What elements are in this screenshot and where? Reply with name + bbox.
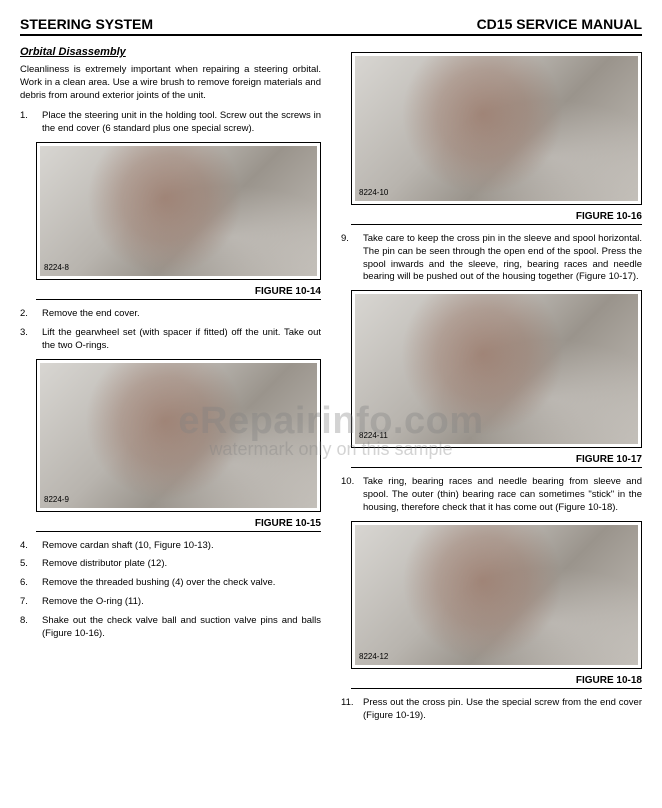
step-list-right-c: 11. Press out the cross pin. Use the spe… <box>341 697 642 723</box>
figure-box-16: 8224-10 <box>351 52 642 205</box>
photo-id-label: 8224-12 <box>359 652 388 661</box>
step-list-left-c: 4. Remove cardan shaft (10, Figure 10-13… <box>20 540 321 641</box>
figure-photo-16: 8224-10 <box>355 56 638 201</box>
step-text: Take care to keep the cross pin in the s… <box>363 233 642 284</box>
step-number: 11. <box>341 697 355 723</box>
step-text: Lift the gearwheel set (with spacer if f… <box>42 327 321 353</box>
step-item: 11. Press out the cross pin. Use the spe… <box>341 697 642 723</box>
step-text: Remove cardan shaft (10, Figure 10-13). <box>42 540 214 553</box>
step-list-left-b: 2. Remove the end cover. 3. Lift the gea… <box>20 308 321 352</box>
step-item: 5. Remove distributor plate (12). <box>20 558 321 571</box>
figure-box-14: 8224-8 <box>36 142 321 280</box>
figure-caption-16: FIGURE 10-16 <box>351 209 642 225</box>
figure-caption-18: FIGURE 10-18 <box>351 673 642 689</box>
figure-box-17: 8224-11 <box>351 290 642 448</box>
photo-id-label: 8224-9 <box>44 495 69 504</box>
step-item: 9. Take care to keep the cross pin in th… <box>341 233 642 284</box>
step-number: 8. <box>20 615 34 641</box>
step-list-left-a: 1. Place the steering unit in the holdin… <box>20 110 321 136</box>
step-item: 3. Lift the gearwheel set (with spacer i… <box>20 327 321 353</box>
content-columns: Orbital Disassembly Cleanliness is extre… <box>20 46 642 728</box>
step-number: 3. <box>20 327 34 353</box>
step-item: 8. Shake out the check valve ball and su… <box>20 615 321 641</box>
figure-photo-18: 8224-12 <box>355 525 638 665</box>
step-number: 7. <box>20 596 34 609</box>
step-item: 2. Remove the end cover. <box>20 308 321 321</box>
figure-caption-14: FIGURE 10-14 <box>36 284 321 300</box>
figure-photo-15: 8224-9 <box>40 363 317 508</box>
figure-photo-17: 8224-11 <box>355 294 638 444</box>
step-text: Remove the O-ring (11). <box>42 596 144 609</box>
figure-caption-15: FIGURE 10-15 <box>36 516 321 532</box>
step-list-right-b: 10. Take ring, bearing races and needle … <box>341 476 642 514</box>
step-number: 4. <box>20 540 34 553</box>
right-column: 8224-10 FIGURE 10-16 9. Take care to kee… <box>341 46 642 728</box>
step-text: Place the steering unit in the holding t… <box>42 110 321 136</box>
intro-paragraph: Cleanliness is extremely important when … <box>20 64 321 102</box>
step-item: 10. Take ring, bearing races and needle … <box>341 476 642 514</box>
left-column: Orbital Disassembly Cleanliness is extre… <box>20 46 321 728</box>
step-number: 10. <box>341 476 355 514</box>
step-item: 1. Place the steering unit in the holdin… <box>20 110 321 136</box>
step-number: 6. <box>20 577 34 590</box>
step-text: Remove distributor plate (12). <box>42 558 167 571</box>
step-number: 9. <box>341 233 355 284</box>
step-number: 2. <box>20 308 34 321</box>
manual-title: CD15 SERVICE MANUAL <box>477 16 642 32</box>
step-number: 5. <box>20 558 34 571</box>
section-title: STEERING SYSTEM <box>20 16 153 32</box>
photo-id-label: 8224-8 <box>44 263 69 272</box>
figure-box-15: 8224-9 <box>36 359 321 512</box>
step-text: Remove the end cover. <box>42 308 140 321</box>
step-item: 6. Remove the threaded bushing (4) over … <box>20 577 321 590</box>
photo-id-label: 8224-11 <box>359 431 388 440</box>
step-number: 1. <box>20 110 34 136</box>
figure-caption-17: FIGURE 10-17 <box>351 452 642 468</box>
step-item: 4. Remove cardan shaft (10, Figure 10-13… <box>20 540 321 553</box>
step-text: Remove the threaded bushing (4) over the… <box>42 577 275 590</box>
step-text: Press out the cross pin. Use the special… <box>363 697 642 723</box>
photo-id-label: 8224-10 <box>359 188 388 197</box>
page-header: STEERING SYSTEM CD15 SERVICE MANUAL <box>20 16 642 36</box>
step-list-right-a: 9. Take care to keep the cross pin in th… <box>341 233 642 284</box>
step-text: Shake out the check valve ball and sucti… <box>42 615 321 641</box>
figure-photo-14: 8224-8 <box>40 146 317 276</box>
step-item: 7. Remove the O-ring (11). <box>20 596 321 609</box>
figure-box-18: 8224-12 <box>351 521 642 669</box>
subheading: Orbital Disassembly <box>20 46 321 58</box>
step-text: Take ring, bearing races and needle bear… <box>363 476 642 514</box>
